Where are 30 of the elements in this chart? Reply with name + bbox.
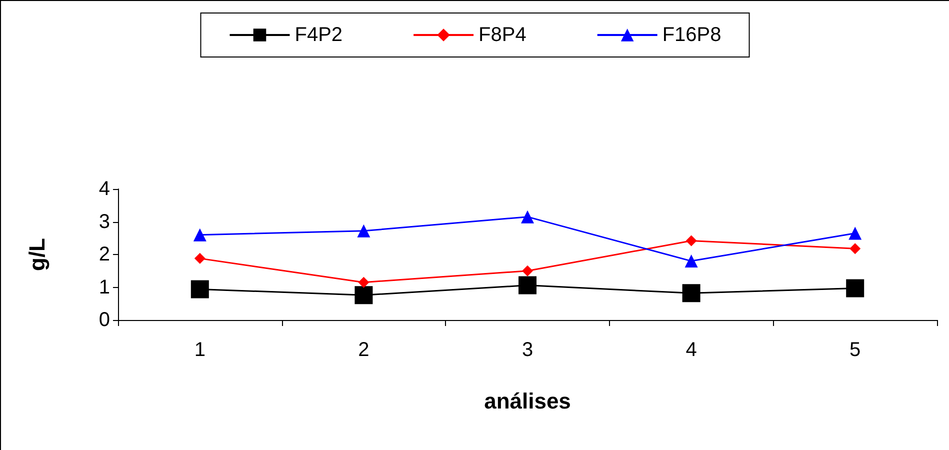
point <box>521 210 534 224</box>
y-tick-label: 4 <box>98 178 110 200</box>
point <box>357 224 370 238</box>
point <box>518 276 536 294</box>
point <box>686 235 697 246</box>
x-tick-label: 5 <box>850 339 861 361</box>
x-tick-label: 2 <box>358 339 370 361</box>
y-tick-label: 2 <box>98 244 110 266</box>
point <box>358 276 370 288</box>
y-tick-label: 0 <box>98 309 110 331</box>
legend-label: F8P4 <box>478 24 526 46</box>
point <box>190 280 209 298</box>
x-axis-title: análises <box>484 388 571 414</box>
point <box>846 279 864 298</box>
point <box>682 284 700 302</box>
point <box>848 226 862 240</box>
x-tick-label: 3 <box>522 339 534 361</box>
x-tick-label: 1 <box>194 339 206 361</box>
x-tick-label: 4 <box>686 339 697 361</box>
y-axis-title: g/L <box>24 238 50 271</box>
point <box>194 252 206 264</box>
legend-label: F4P2 <box>294 24 343 46</box>
point <box>850 243 861 254</box>
legend-label: F16P8 <box>662 24 722 46</box>
point <box>522 265 533 276</box>
point <box>193 228 206 242</box>
y-tick-label: 1 <box>98 276 110 298</box>
y-tick-label: 3 <box>98 210 110 233</box>
point <box>684 254 698 268</box>
point <box>354 286 373 304</box>
